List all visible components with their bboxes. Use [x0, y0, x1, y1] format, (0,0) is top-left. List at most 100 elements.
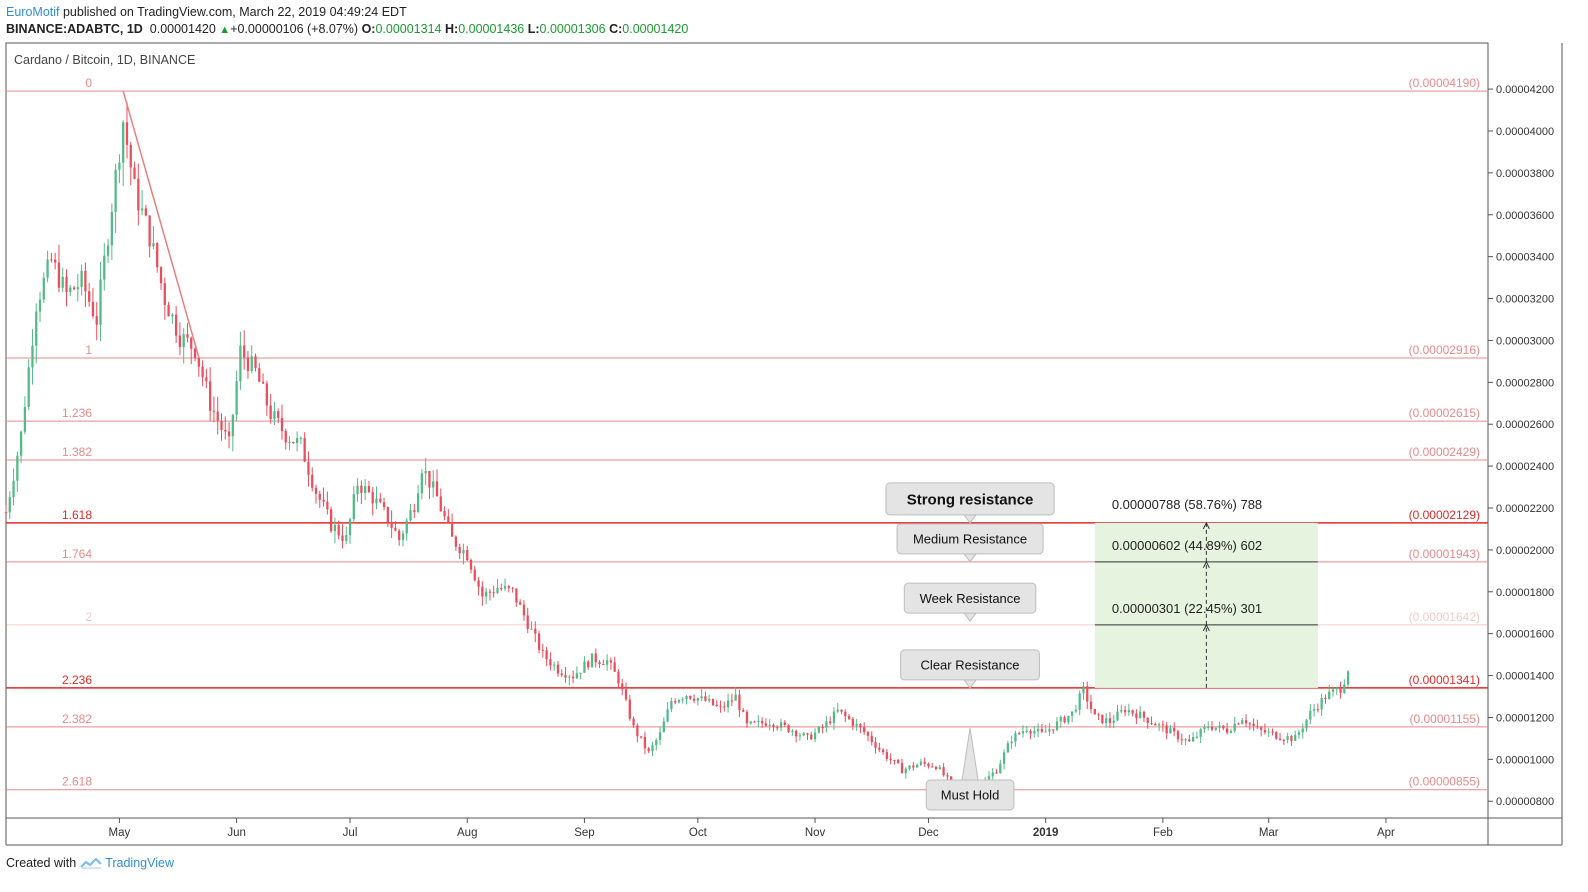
candle-down — [466, 549, 469, 561]
callout-2: Week Resistance — [903, 582, 1037, 622]
candle-up — [1207, 726, 1210, 728]
candle-down — [1154, 723, 1157, 726]
candle-down — [1275, 732, 1278, 739]
candle-up — [1331, 689, 1335, 692]
candle-down — [1142, 711, 1146, 718]
price-chart[interactable]: 0 (0.00004190) 1 (0.00002916) 1.236 (0.000026… — [0, 0, 1588, 852]
candle-down — [481, 586, 484, 597]
candle-down — [617, 671, 620, 684]
candle-down — [1018, 733, 1021, 735]
candle-up — [299, 437, 303, 439]
candle-down — [821, 727, 824, 729]
candle-down — [923, 761, 926, 764]
candle-down — [704, 696, 707, 701]
trend-line — [122, 90, 200, 358]
candle-down — [133, 167, 136, 179]
candle-down — [201, 366, 204, 378]
candle-down — [643, 736, 647, 749]
x-tick-label: Jun — [227, 827, 246, 839]
candle-down — [84, 270, 87, 292]
price-change: +0.00000106 (+8.07%) — [230, 22, 359, 36]
candle-down — [526, 615, 529, 630]
candle-up — [1343, 684, 1346, 693]
candle-up — [590, 653, 594, 668]
tradingview-link[interactable]: TradingView — [105, 856, 174, 870]
candle-down — [742, 710, 745, 712]
candle-down — [745, 711, 749, 724]
candle-down — [628, 699, 631, 719]
fib-price-label: (0.00002615) — [1409, 406, 1480, 420]
candle-down — [545, 650, 548, 660]
y-tick-label: 0.00003600 — [1496, 210, 1554, 222]
candle-up — [904, 768, 907, 774]
candle-up — [919, 761, 923, 765]
candle-down — [1260, 727, 1263, 730]
fib-price-label: (0.00002129) — [1409, 508, 1480, 522]
candle-down — [1237, 723, 1240, 725]
candle-down — [859, 724, 862, 728]
candle-up — [579, 672, 582, 674]
candle-down — [1271, 731, 1274, 733]
candle-down — [738, 694, 741, 711]
fib-price-label: (0.00002916) — [1409, 343, 1480, 357]
x-tick-label: Mar — [1259, 827, 1279, 839]
candle-up — [1233, 723, 1236, 731]
candle-down — [587, 661, 590, 668]
candle-up — [432, 481, 435, 488]
fib-ratio-label: 2.618 — [62, 775, 92, 789]
candle-up — [69, 287, 72, 292]
candle-down — [674, 700, 677, 703]
candle-up — [1312, 709, 1316, 711]
candle-up — [140, 208, 144, 211]
candle-down — [1040, 729, 1044, 732]
candle-up — [348, 519, 352, 536]
candle-down — [931, 766, 934, 768]
candle-up — [61, 276, 64, 288]
candle-down — [1222, 725, 1225, 729]
candle-down — [624, 689, 628, 700]
candle-down — [341, 535, 344, 541]
candle-down — [95, 316, 98, 325]
candle-up — [1120, 710, 1123, 712]
candle-down — [1165, 725, 1168, 734]
tradingview-logo-icon — [80, 857, 102, 869]
candle-up — [1139, 711, 1142, 719]
candle-down — [190, 337, 193, 349]
candle-down — [995, 772, 998, 774]
candle-up — [708, 698, 711, 701]
candle-down — [1210, 726, 1214, 730]
candle-up — [295, 438, 299, 444]
candle-up — [1044, 731, 1047, 733]
candle-down — [1131, 710, 1134, 714]
candle-down — [50, 259, 53, 261]
fib-trend-line — [122, 90, 200, 358]
candle-down — [730, 700, 734, 702]
candle-down — [719, 705, 722, 707]
candle-down — [776, 727, 779, 729]
projection-arrowhead-icon — [1202, 623, 1210, 632]
callout-4: Must Hold — [925, 727, 1015, 811]
candle-down — [1226, 728, 1229, 733]
symbol-info: BINANCE:ADABTC, 1D 0.00001420 ▲+0.000001… — [6, 22, 688, 36]
candle-down — [692, 698, 696, 701]
candle-up — [832, 711, 836, 724]
candle-up — [114, 169, 117, 212]
candle-up — [1014, 733, 1017, 742]
candle-down — [1089, 701, 1093, 710]
candle-up — [1203, 726, 1206, 730]
up-arrow-icon: ▲ — [219, 24, 231, 36]
y-tick-label: 0.00001400 — [1496, 671, 1554, 683]
author-link[interactable]: EuroMotif — [6, 5, 60, 19]
candle-down — [307, 461, 310, 475]
candle-down — [806, 733, 809, 735]
candle-up — [836, 709, 839, 712]
candle-down — [851, 718, 854, 726]
candle-up — [855, 724, 858, 726]
publish-info: EuroMotif published on TradingView.com, … — [6, 5, 407, 19]
candle-up — [401, 533, 405, 540]
symbol-label: BINANCE:ADABTC, 1D — [6, 22, 143, 36]
candle-up — [27, 367, 30, 407]
candle-down — [507, 585, 510, 588]
projection-level-label: 0.00000301 (22.45%) 301 — [1112, 601, 1262, 616]
candle-up — [583, 661, 586, 673]
